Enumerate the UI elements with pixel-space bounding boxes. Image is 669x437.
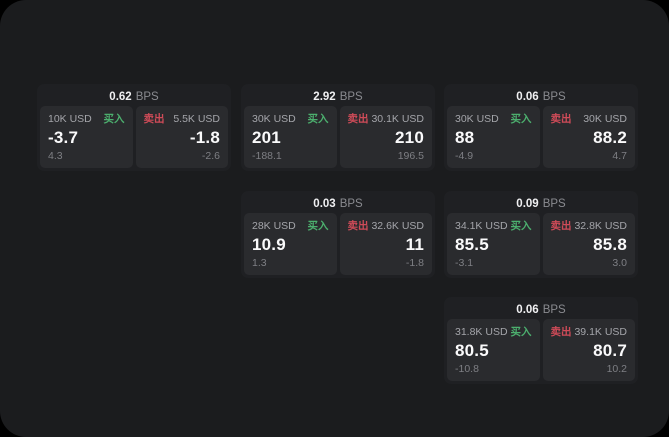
buy-sub-value: 1.3 [252,257,267,269]
quote-card-6: 0.06 BPS 31.8K USD 买入 80.5 -10.8 卖出 39.1… [444,297,638,384]
buy-price: 88 [455,128,475,147]
bps-unit-label: BPS [339,197,363,210]
sell-side-label: 卖出 [550,326,572,338]
sell-price: 80.7 [593,341,627,360]
bps-value: 2.92 [313,90,336,103]
sell-sub-value: 196.5 [397,150,424,162]
buy-amount: 30K USD [455,113,499,125]
quote-panels: 10K USD 买入 -3.7 4.3 卖出 5.5K USD -1.8 -2.… [40,106,228,168]
bps-value: 0.09 [516,197,539,210]
buy-side-label: 买入 [307,220,329,232]
sell-price: 210 [395,128,424,147]
sell-side-label: 卖出 [143,113,165,125]
buy-panel[interactable]: 30K USD 买入 88 -4.9 [447,106,540,168]
sell-side-label: 卖出 [347,220,369,232]
buy-side-label: 买入 [103,113,125,125]
bps-unit-label: BPS [542,197,566,210]
quote-card-1: 0.62 BPS 10K USD 买入 -3.7 4.3 卖出 5.5K USD… [37,84,231,171]
bps-value: 0.62 [109,90,132,103]
buy-price: 85.5 [455,235,489,254]
quote-panels: 30K USD 买入 201 -188.1 卖出 30.1K USD 210 1… [244,106,432,168]
card-header: 2.92 BPS [244,87,432,106]
buy-side-label: 买入 [307,113,329,125]
buy-price: 201 [252,128,281,147]
buy-amount: 28K USD [252,220,296,232]
sell-panel[interactable]: 卖出 30K USD 88.2 4.7 [542,106,635,168]
quote-card-5: 0.09 BPS 34.1K USD 买入 85.5 -3.1 卖出 32.8K… [444,191,638,278]
buy-panel[interactable]: 34.1K USD 买入 85.5 -3.1 [447,213,540,275]
quote-panels: 34.1K USD 买入 85.5 -3.1 卖出 32.8K USD 85.8… [447,213,635,275]
sell-sub-value: -2.6 [201,150,220,162]
buy-sub-value: -10.8 [455,363,479,375]
buy-panel[interactable]: 31.8K USD 买入 80.5 -10.8 [447,319,540,381]
buy-panel[interactable]: 10K USD 买入 -3.7 4.3 [40,106,133,168]
buy-price: 10.9 [252,235,286,254]
bps-value: 0.03 [313,197,336,210]
bps-unit-label: BPS [542,90,566,103]
sell-amount: 30.1K USD [371,113,424,125]
sell-side-label: 卖出 [347,113,369,125]
sell-panel[interactable]: 卖出 32.6K USD 11 -1.8 [339,213,432,275]
sell-price: 88.2 [593,128,627,147]
sell-panel[interactable]: 卖出 30.1K USD 210 196.5 [339,106,432,168]
quote-card-4: 0.03 BPS 28K USD 买入 10.9 1.3 卖出 32.6K US… [241,191,435,278]
sell-sub-value: 10.2 [606,363,627,375]
buy-amount: 34.1K USD [455,220,508,232]
sell-price: 85.8 [593,235,627,254]
buy-amount: 30K USD [252,113,296,125]
quote-panels: 30K USD 买入 88 -4.9 卖出 30K USD 88.2 4.7 [447,106,635,168]
sell-panel[interactable]: 卖出 39.1K USD 80.7 10.2 [542,319,635,381]
sell-price: -1.8 [189,128,220,147]
buy-side-label: 买入 [510,113,532,125]
sell-amount: 39.1K USD [574,326,627,338]
buy-amount: 31.8K USD [455,326,508,338]
quote-panels: 31.8K USD 买入 80.5 -10.8 卖出 39.1K USD 80.… [447,319,635,381]
sell-side-label: 卖出 [550,220,572,232]
buy-amount: 10K USD [48,113,92,125]
buy-side-label: 买入 [510,326,532,338]
bps-unit-label: BPS [542,303,566,316]
sell-panel[interactable]: 卖出 32.8K USD 85.8 3.0 [542,213,635,275]
bps-unit-label: BPS [135,90,159,103]
bps-unit-label: BPS [339,90,363,103]
card-header: 0.03 BPS [244,194,432,213]
sell-sub-value: 3.0 [612,257,627,269]
sell-price: 11 [405,235,424,254]
quote-panels: 28K USD 买入 10.9 1.3 卖出 32.6K USD 11 -1.8 [244,213,432,275]
sell-sub-value: -1.8 [405,257,424,269]
buy-sub-value: -4.9 [455,150,474,162]
buy-panel[interactable]: 28K USD 买入 10.9 1.3 [244,213,337,275]
card-header: 0.62 BPS [40,87,228,106]
buy-sub-value: -188.1 [252,150,282,162]
buy-side-label: 买入 [510,220,532,232]
sell-side-label: 卖出 [550,113,572,125]
buy-panel[interactable]: 30K USD 买入 201 -188.1 [244,106,337,168]
bps-value: 0.06 [516,303,539,316]
quote-card-3: 0.06 BPS 30K USD 买入 88 -4.9 卖出 30K USD 8… [444,84,638,171]
card-header: 0.09 BPS [447,194,635,213]
card-header: 0.06 BPS [447,87,635,106]
sell-amount: 32.8K USD [574,220,627,232]
buy-sub-value: -3.1 [455,257,474,269]
bps-value: 0.06 [516,90,539,103]
sell-amount: 30K USD [583,113,627,125]
sell-sub-value: 4.7 [612,150,627,162]
quote-card-2: 2.92 BPS 30K USD 买入 201 -188.1 卖出 30.1K … [241,84,435,171]
card-header: 0.06 BPS [447,300,635,319]
buy-price: 80.5 [455,341,489,360]
buy-price: -3.7 [48,128,79,147]
sell-panel[interactable]: 卖出 5.5K USD -1.8 -2.6 [135,106,228,168]
buy-sub-value: 4.3 [48,150,63,162]
sell-amount: 32.6K USD [371,220,424,232]
sell-amount: 5.5K USD [173,113,220,125]
